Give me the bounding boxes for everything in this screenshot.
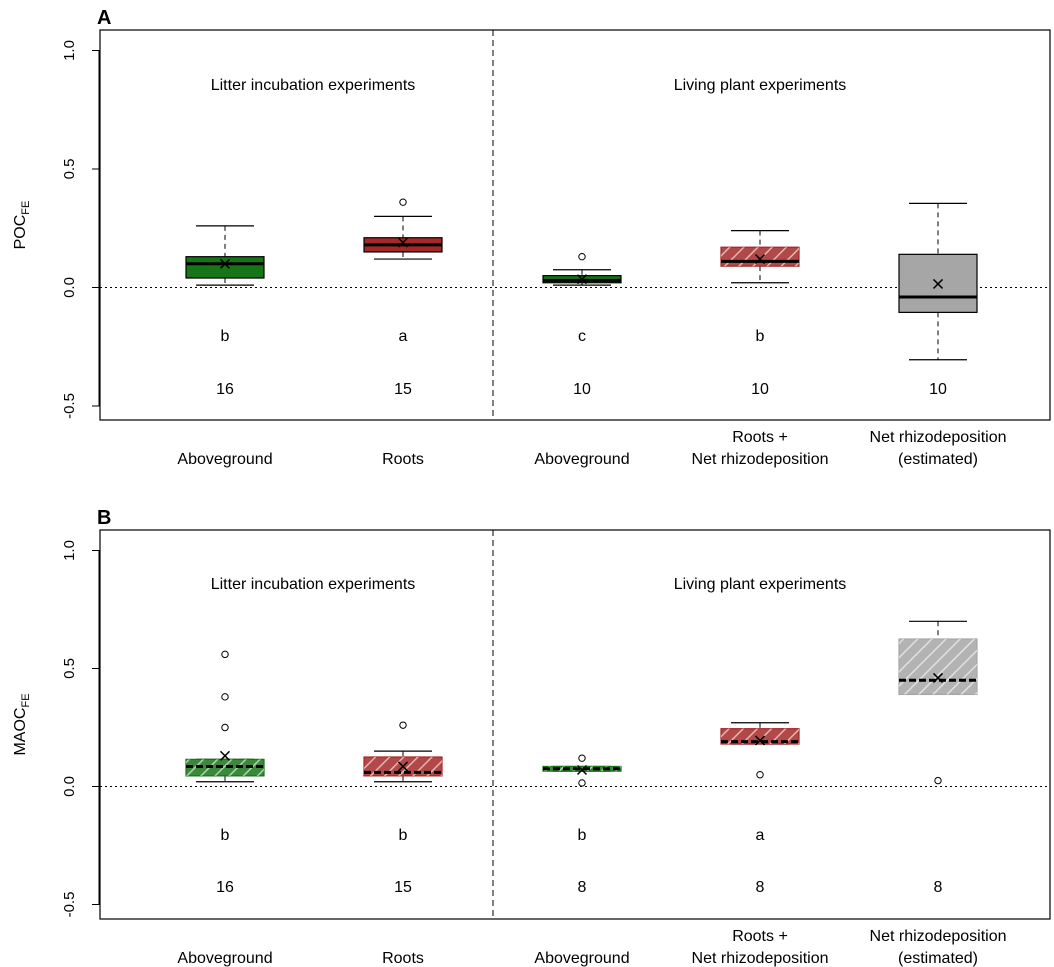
category-label: (estimated) [898, 950, 978, 967]
y-tick-label: 1.0 [61, 540, 78, 561]
y-axis-label: MAOCFE [12, 693, 32, 755]
sample-size: 15 [394, 381, 412, 398]
significance-letter: b [756, 328, 765, 345]
plot-frame [99, 29, 1051, 421]
sample-size: 16 [216, 879, 234, 896]
category-label: Roots [382, 950, 424, 967]
outlier-point [221, 723, 229, 732]
category-label: Net rhizodeposition [692, 451, 829, 468]
category-label: Roots + [732, 429, 788, 446]
significance-letter: c [578, 328, 586, 345]
y-axis-label-main: POC [12, 215, 29, 250]
mean-marker-stroke-b [397, 761, 409, 772]
y-tick-label: -0.5 [61, 393, 78, 419]
box-hatching [721, 247, 799, 267]
sample-size: 8 [934, 879, 943, 896]
significance-letter: a [756, 827, 765, 844]
y-axis-label-subscript: FE [20, 693, 32, 707]
section-title-living: Living plant experiments [674, 77, 847, 94]
category-label: Net rhizodeposition [692, 950, 829, 967]
section-title-living: Living plant experiments [674, 576, 847, 593]
mean-marker-stroke-b [754, 735, 766, 746]
outlier-point [934, 776, 942, 785]
sample-size: 10 [929, 381, 947, 398]
box-iqr [185, 256, 265, 279]
sample-size: 15 [394, 879, 412, 896]
mean-marker-stroke-b [576, 274, 588, 285]
panel-label: B [97, 507, 111, 529]
box-2: b 15 [363, 721, 443, 896]
section-title-litter: Litter incubation experiments [211, 77, 416, 94]
mean-marker-stroke-b [932, 672, 944, 683]
box-1: b 16 [185, 225, 265, 398]
box-5: 8 [898, 620, 978, 896]
outlier-point [221, 693, 229, 701]
outlier-point [399, 721, 407, 729]
box-2: a 15 [363, 198, 443, 398]
category-label: Aboveground [177, 451, 272, 468]
y-tick-label: 0.5 [61, 658, 78, 679]
category-label: (estimated) [898, 451, 978, 468]
outlier-point [221, 650, 229, 659]
significance-letter: b [399, 827, 408, 844]
mean-marker-stroke-b [397, 237, 409, 248]
box-1: b 16 [185, 650, 265, 896]
category-label: Net rhizodeposition [870, 928, 1007, 945]
box-hatching [186, 759, 264, 776]
y-tick-label: 0.5 [61, 159, 78, 180]
box-4: b 10 [720, 230, 800, 398]
outlier-point [399, 198, 407, 206]
category-label: Roots + [732, 928, 788, 945]
plot-frame [99, 529, 1051, 920]
outlier-point [756, 771, 764, 779]
y-tick-label: 1.0 [61, 40, 78, 61]
panel-b: B -0.5 0.0 0.5 1.0 MAOCFE Litter incubation ex… [12, 507, 1051, 967]
box-5: 10 [898, 202, 978, 398]
significance-letter: b [221, 827, 230, 844]
box-3: c 10 [542, 252, 622, 398]
mean-marker-stroke-b [576, 764, 588, 776]
y-tick-label: 0.0 [61, 776, 78, 797]
sample-size: 10 [751, 381, 769, 398]
box-4: a8 [720, 722, 800, 896]
y-tick-label: -0.5 [61, 892, 78, 918]
mean-marker-stroke-b [219, 750, 231, 761]
mean-marker-stroke-b [754, 254, 766, 265]
significance-letter: a [399, 328, 408, 345]
mean-marker-stroke-b [932, 278, 944, 289]
category-label: Aboveground [534, 950, 629, 967]
significance-letter: b [221, 328, 230, 345]
section-title-litter: Litter incubation experiments [211, 576, 416, 593]
panel-label: A [97, 7, 111, 29]
y-tick-label: 0.0 [61, 277, 78, 298]
category-label: Aboveground [534, 451, 629, 468]
significance-letter: b [578, 827, 587, 844]
box-hatching [721, 728, 799, 745]
outlier-point [578, 779, 586, 787]
y-axis-label-main: MAOC [12, 708, 29, 756]
category-label: Net rhizodeposition [870, 429, 1007, 446]
outlier-point [578, 252, 586, 261]
box-hatching [899, 639, 977, 695]
sample-size: 8 [578, 879, 587, 896]
sample-size: 10 [573, 381, 591, 398]
outlier-point [578, 754, 586, 762]
box-3: b8 [542, 754, 622, 896]
panel-a: A -0.5 0.0 0.5 1.0 POCFE Litter incubation exp… [12, 7, 1051, 468]
category-label: Roots [382, 451, 424, 468]
mean-marker-stroke-b [219, 258, 231, 269]
y-axis-label: POCFE [12, 201, 32, 250]
category-label: Aboveground [177, 950, 272, 967]
y-axis-label-subscript: FE [20, 201, 32, 215]
sample-size: 16 [216, 381, 234, 398]
sample-size: 8 [756, 879, 765, 896]
box-hatching [543, 766, 621, 772]
